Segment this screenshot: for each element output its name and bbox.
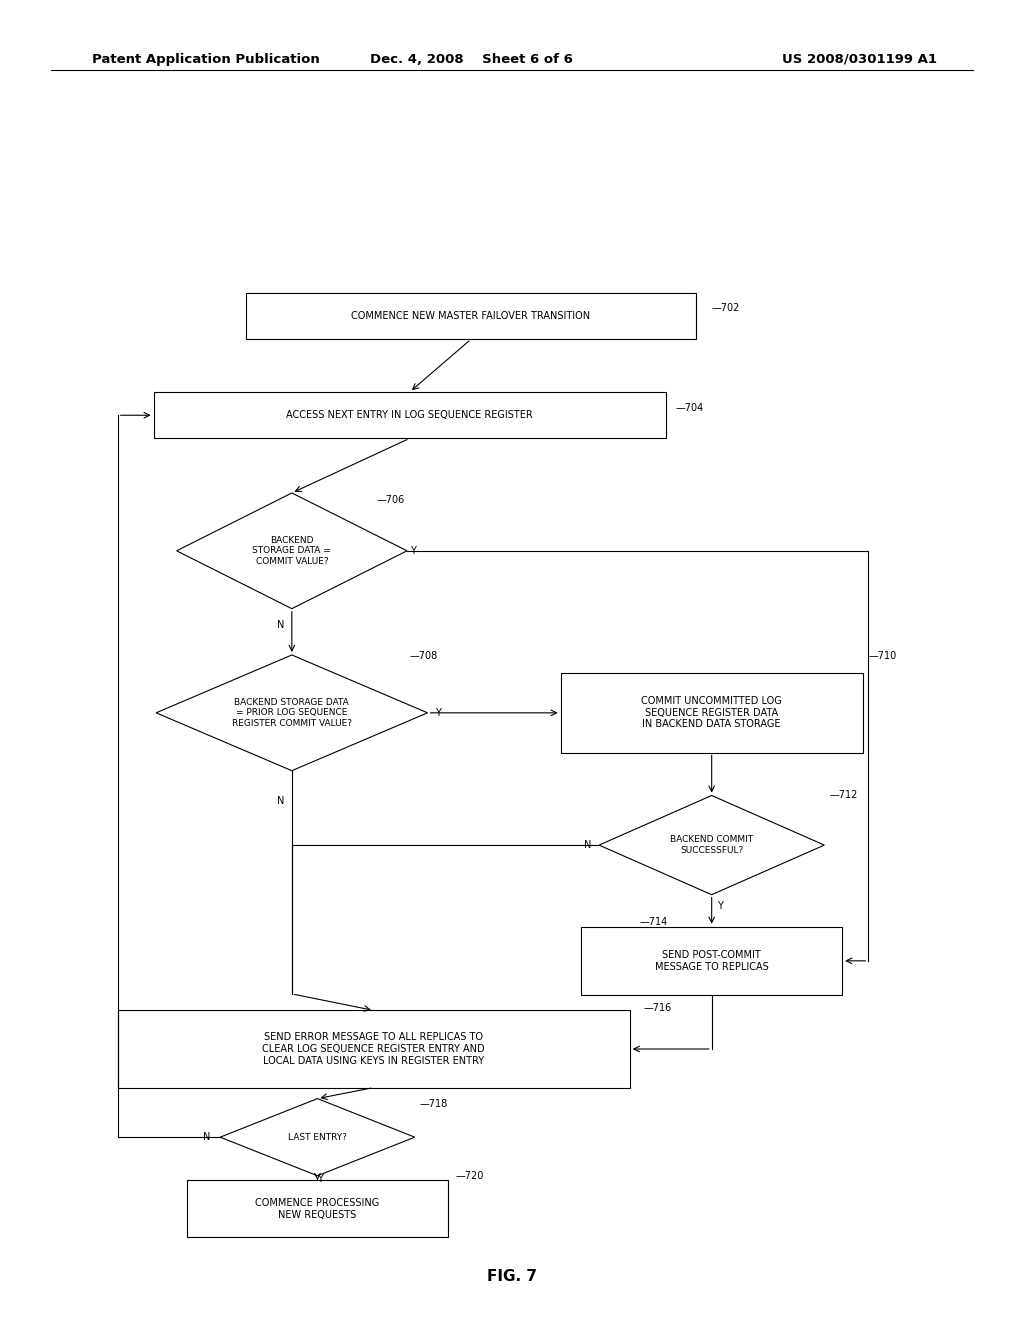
Text: Y: Y <box>717 900 723 911</box>
Text: —714: —714 <box>640 917 669 927</box>
Text: BACKEND STORAGE DATA
= PRIOR LOG SEQUENCE
REGISTER COMMIT VALUE?: BACKEND STORAGE DATA = PRIOR LOG SEQUENC… <box>231 698 352 727</box>
Text: Y: Y <box>435 708 441 718</box>
Polygon shape <box>599 796 824 895</box>
Text: ACCESS NEXT ENTRY IN LOG SEQUENCE REGISTER: ACCESS NEXT ENTRY IN LOG SEQUENCE REGIST… <box>287 411 532 420</box>
Text: BACKEND
STORAGE DATA =
COMMIT VALUE?: BACKEND STORAGE DATA = COMMIT VALUE? <box>253 536 331 566</box>
Text: COMMENCE NEW MASTER FAILOVER TRANSITION: COMMENCE NEW MASTER FAILOVER TRANSITION <box>351 312 591 321</box>
Text: —718: —718 <box>420 1100 449 1109</box>
Text: US 2008/0301199 A1: US 2008/0301199 A1 <box>782 53 937 66</box>
Text: COMMIT UNCOMMITTED LOG
SEQUENCE REGISTER DATA
IN BACKEND DATA STORAGE: COMMIT UNCOMMITTED LOG SEQUENCE REGISTER… <box>641 696 782 730</box>
Text: COMMENCE PROCESSING
NEW REQUESTS: COMMENCE PROCESSING NEW REQUESTS <box>255 1199 380 1220</box>
Text: Dec. 4, 2008    Sheet 6 of 6: Dec. 4, 2008 Sheet 6 of 6 <box>370 53 572 66</box>
Text: SEND POST-COMMIT
MESSAGE TO REPLICAS: SEND POST-COMMIT MESSAGE TO REPLICAS <box>654 950 769 972</box>
Polygon shape <box>220 1098 415 1176</box>
Polygon shape <box>176 492 407 609</box>
Text: LAST ENTRY?: LAST ENTRY? <box>288 1133 347 1142</box>
Text: Y: Y <box>317 1173 324 1184</box>
Text: Patent Application Publication: Patent Application Publication <box>92 53 319 66</box>
Text: N: N <box>278 619 285 630</box>
Text: —720: —720 <box>456 1171 484 1181</box>
Bar <box>186 1180 449 1237</box>
Text: N: N <box>278 796 285 807</box>
Bar <box>581 927 842 995</box>
Text: —706: —706 <box>377 495 406 506</box>
Bar <box>154 392 666 438</box>
Text: Y: Y <box>410 545 416 556</box>
Text: N: N <box>203 1133 210 1142</box>
Bar <box>118 1010 630 1088</box>
Text: —716: —716 <box>643 1003 672 1014</box>
Text: —704: —704 <box>676 403 705 413</box>
Text: SEND ERROR MESSAGE TO ALL REPLICAS TO
CLEAR LOG SEQUENCE REGISTER ENTRY AND
LOCA: SEND ERROR MESSAGE TO ALL REPLICAS TO CL… <box>262 1032 485 1065</box>
Text: —712: —712 <box>829 791 858 800</box>
Polygon shape <box>156 655 428 771</box>
Text: —710: —710 <box>868 651 897 660</box>
Bar <box>561 673 862 752</box>
Text: N: N <box>585 840 592 850</box>
Text: BACKEND COMMIT
SUCCESSFUL?: BACKEND COMMIT SUCCESSFUL? <box>670 836 754 855</box>
Text: —702: —702 <box>712 304 740 313</box>
Bar <box>246 293 696 339</box>
Text: FIG. 7: FIG. 7 <box>487 1269 537 1284</box>
Text: —708: —708 <box>410 651 438 660</box>
